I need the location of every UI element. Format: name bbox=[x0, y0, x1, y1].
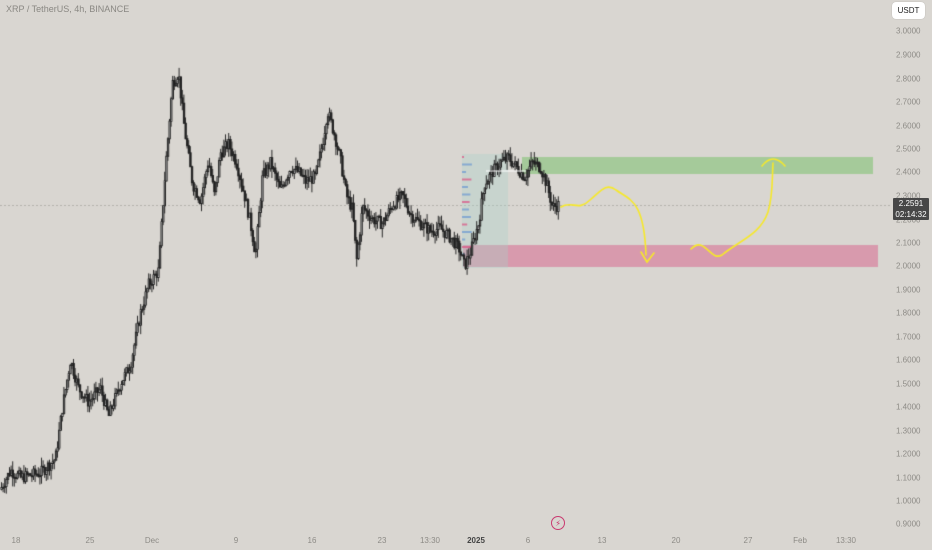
price-tick: 2.8000 bbox=[896, 74, 921, 84]
price-tick: 3.0000 bbox=[896, 26, 921, 36]
price-tick: 1.5000 bbox=[896, 379, 921, 389]
price-tick: 1.9000 bbox=[896, 285, 921, 295]
last-price-value: 2.2591 bbox=[898, 199, 924, 208]
price-tick: 2.0000 bbox=[896, 261, 921, 271]
price-tick: 0.9000 bbox=[896, 519, 921, 529]
price-tick: 2.7000 bbox=[896, 97, 921, 107]
time-tick: 25 bbox=[85, 536, 95, 545]
time-tick: 13 bbox=[597, 536, 607, 545]
time-tick: Feb bbox=[793, 536, 807, 545]
time-tick: 27 bbox=[743, 536, 753, 545]
price-tick: 2.6000 bbox=[896, 121, 921, 131]
price-tick: 2.3000 bbox=[896, 191, 921, 201]
price-tick: 2.1000 bbox=[896, 238, 921, 248]
price-tick: 1.0000 bbox=[896, 496, 921, 506]
currency-button[interactable]: USDT bbox=[892, 2, 925, 19]
time-tick: 20 bbox=[671, 536, 681, 545]
bar-countdown: 02:14:32 bbox=[895, 210, 927, 219]
price-tick: 1.2000 bbox=[896, 449, 921, 459]
time-tick: 13:30 bbox=[419, 536, 441, 545]
price-tick: 1.3000 bbox=[896, 426, 921, 436]
time-tick: 6 bbox=[525, 536, 531, 545]
price-tick: 1.1000 bbox=[896, 473, 921, 483]
price-tick: 2.9000 bbox=[896, 50, 921, 60]
price-tick: 1.6000 bbox=[896, 355, 921, 365]
symbol-title: XRP / TetherUS, 4h, BINANCE bbox=[6, 4, 130, 14]
price-tick: 1.4000 bbox=[896, 402, 921, 412]
time-tick: 2025 bbox=[467, 536, 485, 545]
price-tick: 2.2000 bbox=[896, 215, 921, 225]
price-tick: 2.5000 bbox=[896, 144, 921, 154]
price-tick: 1.8000 bbox=[896, 308, 921, 318]
time-tick: 16 bbox=[307, 536, 317, 545]
time-tick: 23 bbox=[377, 536, 387, 545]
time-tick: Dec bbox=[144, 536, 160, 545]
time-tick: 13:30 bbox=[835, 536, 857, 545]
price-tick: 2.4000 bbox=[896, 167, 921, 177]
last-price-label: 2.2591 02:14:32 bbox=[893, 198, 929, 220]
time-tick: 9 bbox=[233, 536, 239, 545]
time-tick: 18 bbox=[11, 536, 21, 545]
price-tick: 1.7000 bbox=[896, 332, 921, 342]
lightning-icon[interactable]: ⚡︎ bbox=[551, 516, 565, 530]
